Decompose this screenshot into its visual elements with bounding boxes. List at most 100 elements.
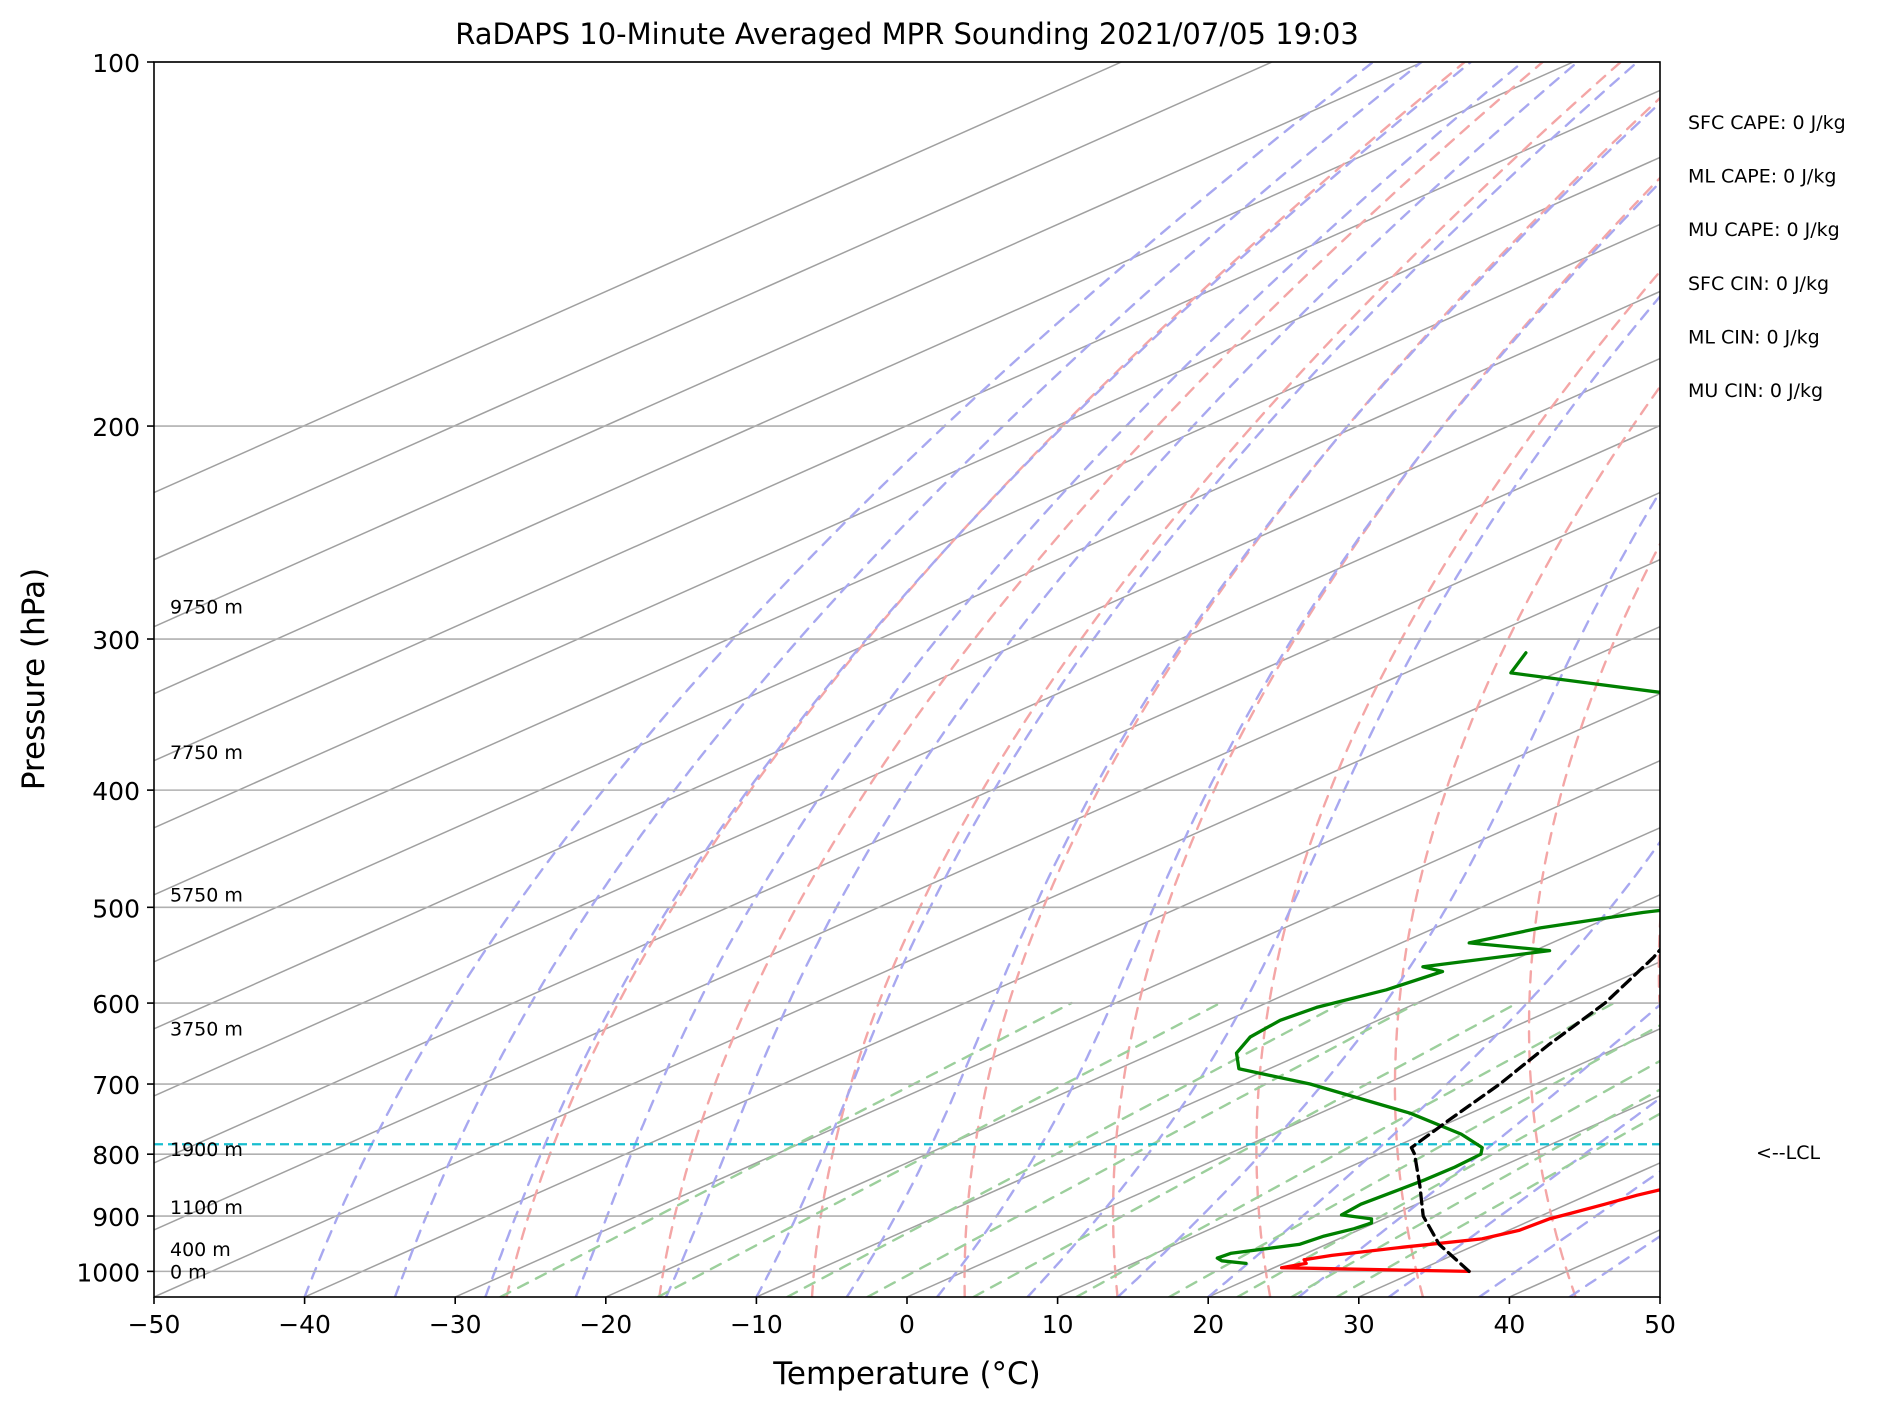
moist-adiabat-line [484,62,1473,1297]
moist-adiabat-line [755,62,1639,1297]
x-tick-label: 20 [1192,1310,1224,1339]
height-label: 1900 m [170,1139,243,1161]
isotherm-line [154,62,1123,494]
mixing-ratio-line [656,1001,1222,1297]
y-tick-label: 200 [92,413,140,442]
mixing-ratio-line [972,1001,1519,1297]
mixing-ratio-line [1236,1059,1660,1297]
lcl-label: <--LCL [1756,1142,1820,1164]
dry-adiabat-line [658,62,1544,1297]
height-label: 400 m [170,1239,231,1261]
isotherm-line [154,558,1660,1231]
isotherm-line [154,491,1660,1164]
isotherm-line [154,62,1574,695]
x-tick-label: 0 [899,1310,915,1339]
x-tick-label: 10 [1042,1310,1074,1339]
dry-adiabat-line [810,62,1622,1297]
height-label: 5750 m [170,885,243,907]
moist-adiabat-line [935,180,1660,1297]
dry-adiabat-line [1255,269,1660,1297]
moist-adiabat-line [1206,839,1660,1297]
moist-adiabat-line [574,62,1524,1297]
y-axis-label: Pressure (hPa) [16,568,52,790]
isotherm-line [154,625,1660,1297]
moist-adiabat-line [1026,294,1660,1297]
index-label: MU CIN: 0 J/kg [1688,380,1823,402]
mixing-ratio-line [1335,1112,1660,1297]
dry-adiabat-line [1657,907,1660,1032]
index-label: SFC CIN: 0 J/kg [1688,273,1829,295]
dry-adiabat-line [505,62,1466,1297]
plot-frame [153,61,1661,1298]
isotherm-line [154,223,1660,896]
isotherm-line [154,357,1660,1030]
temperature-series-line [1279,1188,1660,1274]
mixing-ratio-line [1167,1024,1660,1297]
y-tick-label: 400 [92,777,140,806]
moist-adiabat-line [664,62,1579,1297]
x-tick-label: 40 [1493,1310,1525,1339]
x-axis: −50 −40 −30 −20 −10 0 10 20 30 40 50 [128,1297,1676,1339]
isotherm-line [605,826,1660,1297]
isotherm-line [154,89,1660,762]
y-axis: 100 200 300 400 500 600 700 800 900 1000 [76,49,154,1287]
moist-adiabat-line [1116,489,1660,1297]
mixing-ratio-line [1290,1088,1660,1297]
height-label: 9750 m [170,597,243,619]
moist-adiabat-line [393,62,1423,1297]
isotherm-line [454,759,1660,1297]
dry-adiabat-line [1393,384,1660,1297]
isotherm-line [154,62,1424,628]
isotherm-line [154,290,1660,963]
moist-adiabat-line [1297,1003,1660,1297]
isotherm-line [906,961,1660,1297]
y-tick-label: 500 [92,894,140,923]
isotherm-line [1056,1028,1660,1297]
sounding-indices: SFC CAPE: 0 J/kg ML CAPE: 0 J/kg MU CAPE: … [1688,112,1846,402]
chart-title: RaDAPS 10-Minute Averaged MPR Sounding 2… [455,17,1359,51]
x-tick-label: 50 [1644,1310,1676,1339]
mixing-ratio-line [786,1001,1344,1297]
moist-adiabat-line [1387,1096,1660,1297]
moist-adiabat-line [1568,1234,1660,1297]
x-axis-label: Temperature (°C) [772,1356,1041,1392]
isotherm-line [755,893,1660,1297]
y-tick-label: 600 [92,990,140,1019]
height-label: 7750 m [170,742,243,764]
mixing-ratio-line [866,1001,1419,1297]
y-tick-label: 900 [92,1203,140,1232]
y-tick-label: 300 [92,626,140,655]
isotherm-line [154,156,1660,829]
dry-adiabat-line [1527,541,1660,1297]
background-lines [154,62,1882,1297]
dry-adiabat-line [1785,62,1882,1297]
x-tick-label: −10 [730,1310,783,1339]
moist-adiabat-line [1478,1170,1660,1297]
moist-adiabat-line [845,101,1660,1297]
isotherm-line [303,692,1660,1297]
mixing-ratio-line [1075,1001,1615,1297]
x-tick-label: −30 [429,1310,482,1339]
x-tick-label: −50 [128,1310,181,1339]
isotherm-line [154,62,1273,561]
y-tick-label: 1000 [76,1258,140,1287]
isotherm-line [1659,1296,1660,1297]
isotherm-line [154,424,1660,1097]
y-tick-label: 800 [92,1141,140,1170]
dry-adiabat-line [1111,176,1660,1297]
index-label: SFC CAPE: 0 J/kg [1688,112,1846,134]
pressure-gridlines [154,61,1660,1273]
index-label: MU CAPE: 0 J/kg [1688,219,1840,241]
y-tick-label: 100 [92,49,140,78]
x-tick-label: −20 [579,1310,632,1339]
height-label: 0 m [170,1261,207,1283]
y-tick-label: 700 [92,1071,140,1100]
x-tick-label: −40 [278,1310,331,1339]
x-tick-label: 30 [1343,1310,1375,1339]
parcel-series-line [1409,947,1660,1274]
index-label: ML CIN: 0 J/kg [1688,326,1820,348]
height-label: 1100 m [170,1197,243,1219]
mixing-ratio-line [499,1001,1073,1297]
height-labels: 9750 m 7750 m 5750 m 3750 m 1900 m 1100 m 400 … [170,597,243,1284]
